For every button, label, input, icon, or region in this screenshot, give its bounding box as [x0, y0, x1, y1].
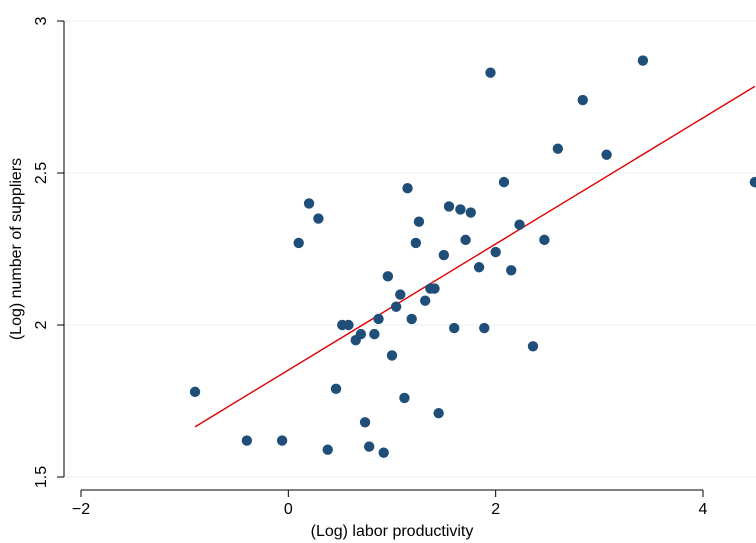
data-point — [601, 149, 612, 160]
data-points — [189, 55, 756, 458]
data-point — [443, 201, 455, 212]
data-point — [514, 219, 525, 230]
data-point — [359, 417, 371, 428]
data-point — [749, 176, 756, 188]
data-point — [330, 383, 342, 395]
data-point — [313, 213, 324, 224]
data-point — [473, 262, 485, 273]
fitted-line — [194, 85, 756, 428]
data-point — [402, 183, 413, 194]
data-point — [382, 271, 394, 282]
data-point — [419, 295, 431, 306]
data-point — [189, 386, 201, 398]
data-point — [293, 237, 304, 249]
data-point — [539, 234, 550, 246]
x-tick-label: 2 — [491, 501, 500, 518]
data-point — [303, 198, 315, 209]
data-point — [378, 447, 389, 458]
data-point — [363, 441, 375, 452]
data-point — [406, 313, 417, 325]
y-tick-label: 1.5 — [33, 466, 50, 488]
x-tick-label: −2 — [72, 501, 90, 518]
data-point — [276, 435, 288, 446]
data-point — [577, 94, 588, 106]
data-point — [433, 407, 444, 419]
data-point — [399, 392, 410, 404]
data-point — [410, 237, 422, 249]
data-point — [455, 204, 466, 215]
data-point — [637, 55, 649, 66]
data-point — [438, 249, 450, 261]
x-tick-label: 0 — [284, 501, 293, 518]
data-point — [485, 67, 496, 78]
gridlines — [64, 20, 756, 478]
fitted-line-group — [194, 85, 756, 428]
data-point — [460, 234, 471, 246]
data-point — [390, 301, 402, 312]
data-point — [490, 246, 501, 258]
data-point — [241, 435, 253, 446]
data-point — [429, 283, 440, 294]
x-tick-label: 4 — [699, 501, 708, 518]
data-point — [449, 322, 460, 334]
y-tick-label: 2.5 — [33, 162, 50, 184]
y-axis-title: (Log) number of suppliers — [8, 158, 25, 340]
data-point — [552, 143, 564, 154]
data-point — [369, 328, 380, 340]
data-point — [386, 350, 398, 361]
data-point — [479, 322, 490, 334]
data-point — [527, 341, 539, 352]
axes — [63, 21, 703, 491]
y-tick-label: 3 — [33, 16, 50, 25]
data-point — [395, 289, 406, 300]
data-point — [413, 216, 425, 227]
x-ticks: −2 0 2 4 — [72, 490, 708, 518]
x-axis-title: (Log) labor productivity — [311, 523, 474, 540]
data-point — [322, 444, 333, 455]
data-point — [498, 176, 510, 188]
data-point — [373, 313, 384, 325]
y-tick-label: 2 — [33, 320, 50, 329]
data-point — [465, 207, 476, 218]
data-point — [343, 319, 354, 331]
data-point — [506, 265, 517, 276]
data-point — [355, 328, 367, 340]
y-ticks: 1.5 2 2.5 3 — [33, 16, 64, 488]
